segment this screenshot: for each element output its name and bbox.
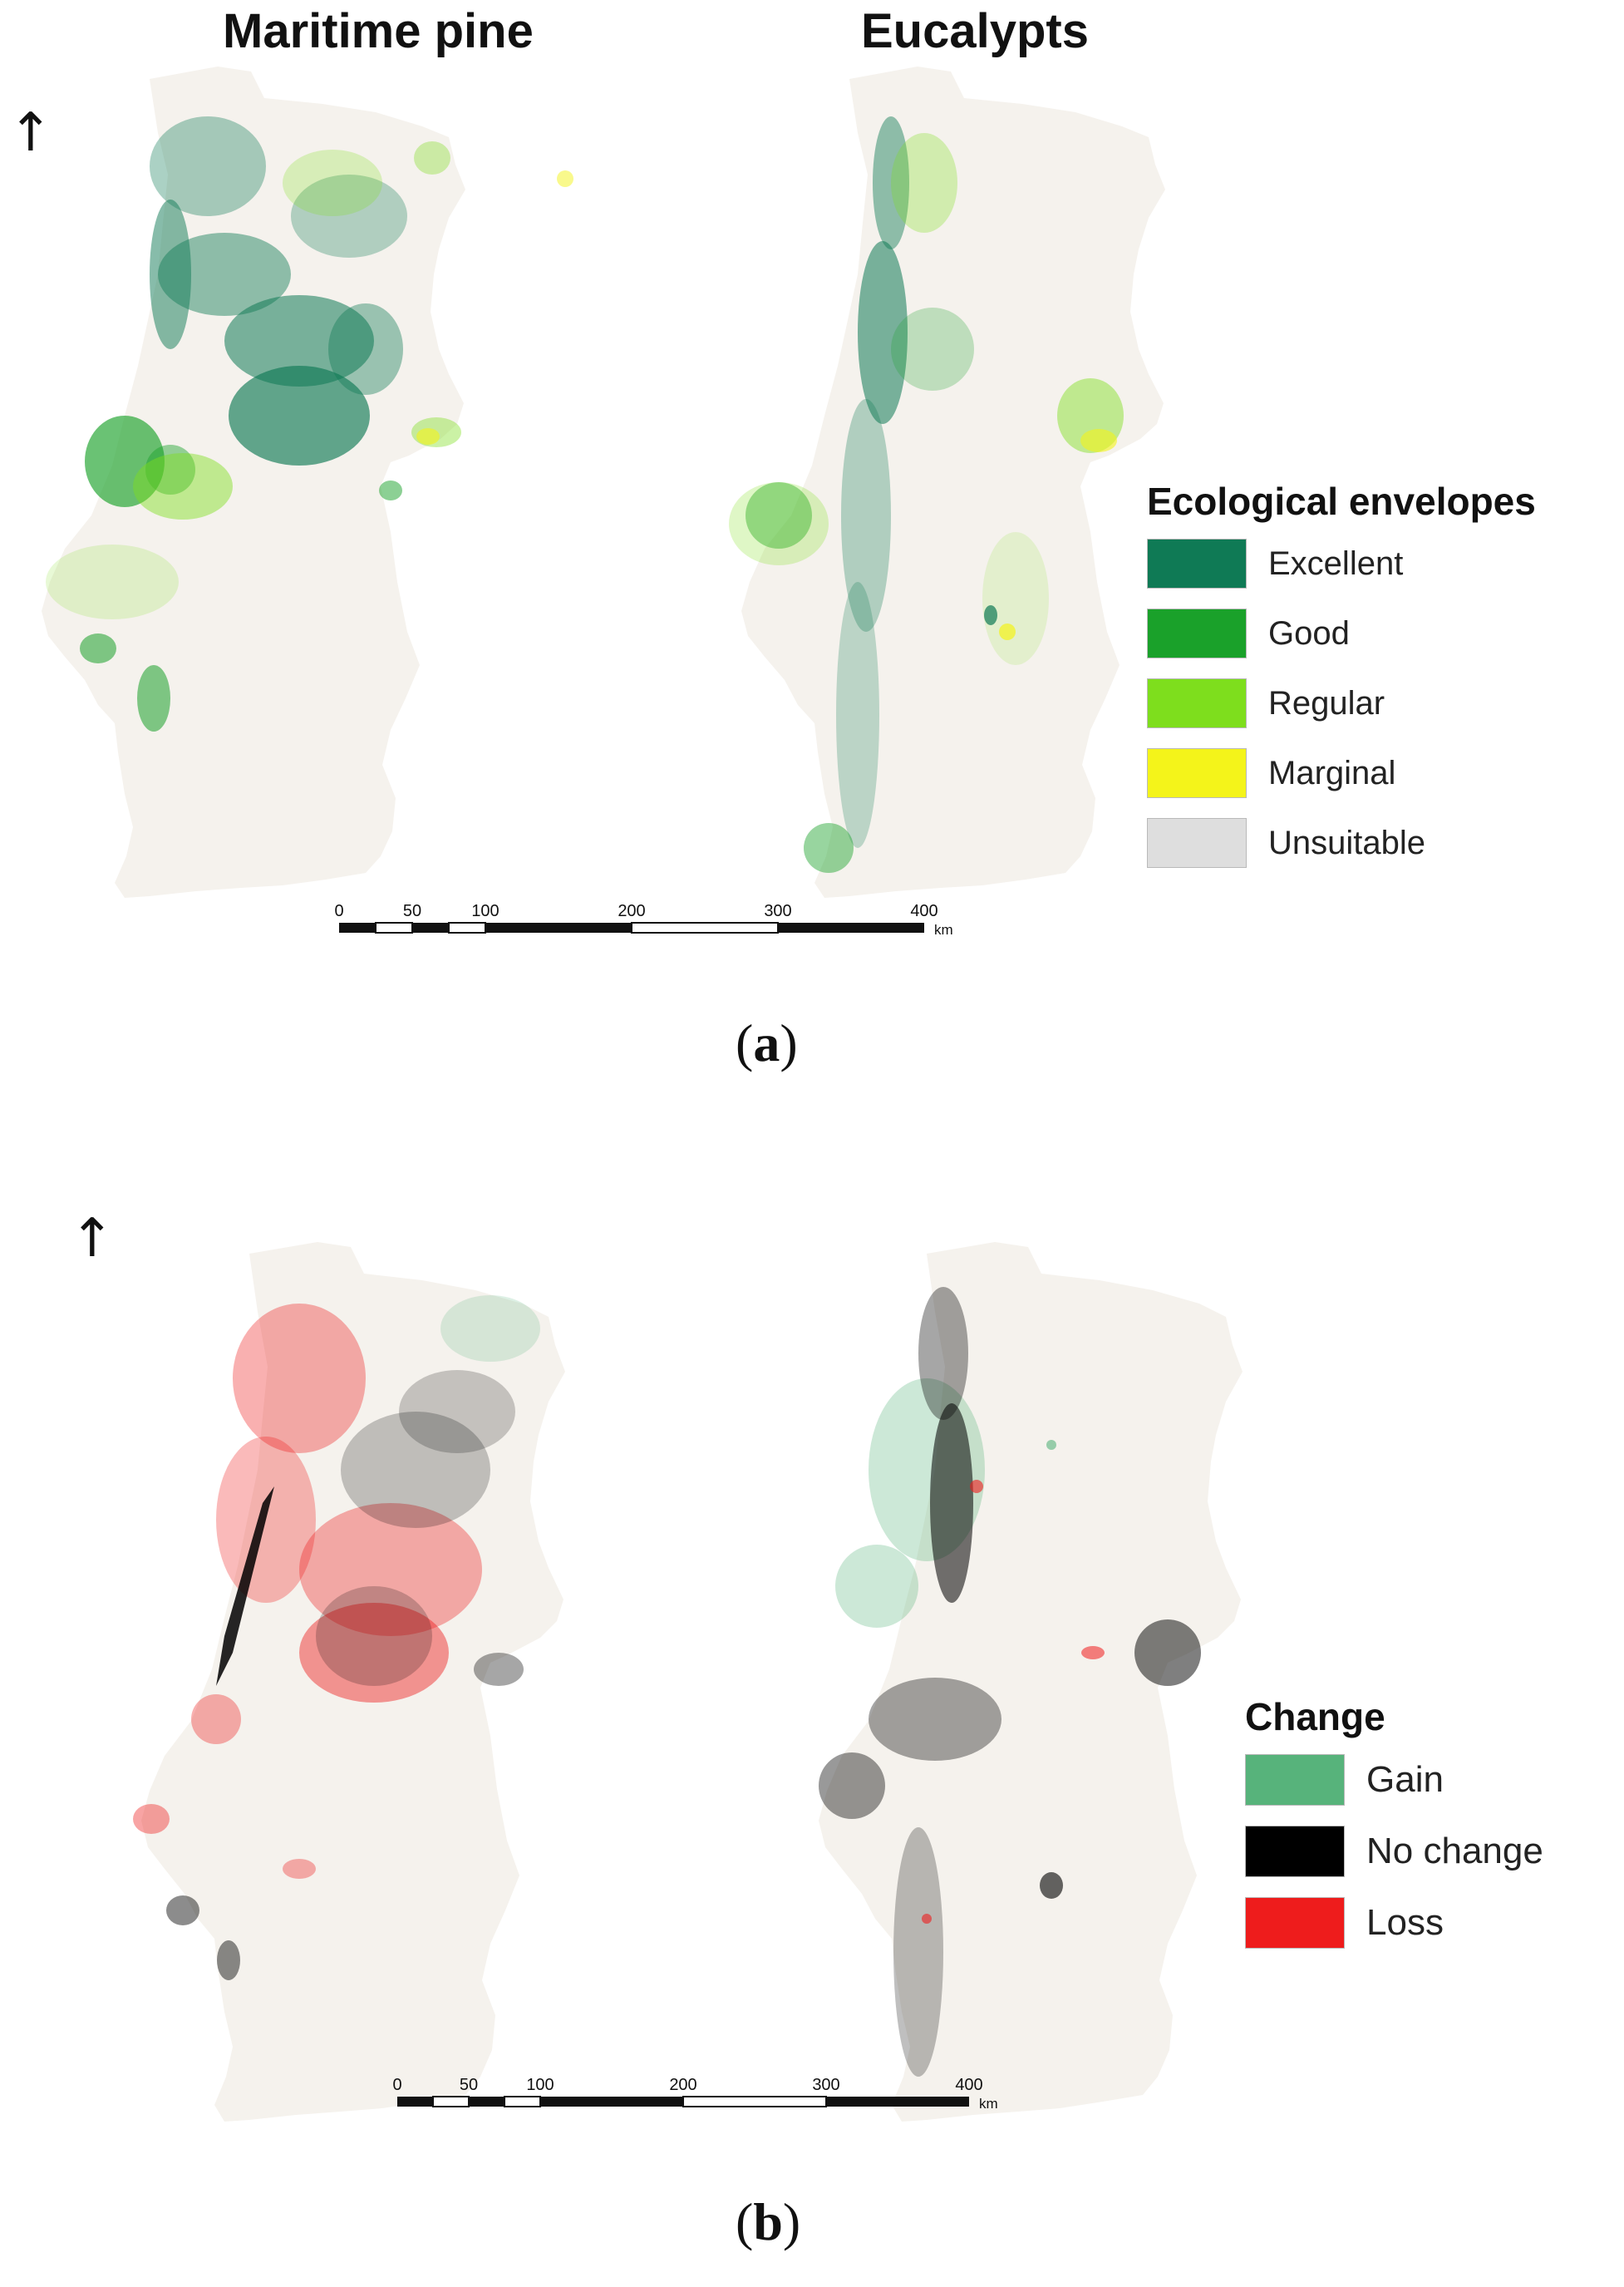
north-arrow-b-icon: ↑ [70,1208,115,1269]
scale-bar-b-tick: 0 [392,2076,401,2094]
eucalypts-change-pixels [819,1287,1201,2077]
scale-bar-a-tick: 300 [764,902,791,920]
legend-a-label: Regular [1268,684,1385,722]
panel-a-label: (a) [736,1013,798,1072]
panel-a-maps: 0 50 100 200 300 400 km [42,67,1165,938]
portugal-outline-eucalypts [741,67,1165,898]
maritime-pine-title: Maritime pine [223,4,534,58]
legend-a-swatch-good [1147,609,1247,658]
scale-bar-b-tick: 400 [955,2076,982,2094]
legend-a-label: Good [1268,614,1350,652]
legend-a-title: Ecological envelopes [1147,480,1536,523]
legend-a-swatch-excellent [1147,539,1247,589]
north-arrow-a-icon: ↑ [8,102,53,164]
legend-a-label: Unsuitable [1268,824,1426,861]
portugal-outline-pine-change [141,1242,565,2122]
legend-change: Change Gain No change Loss [1245,1694,1543,1969]
scale-bar-b-tick: 300 [812,2076,839,2094]
scale-bar-b: 0 50 100 200 300 400 km [392,2076,997,2112]
scale-bar-a-segment [375,922,413,934]
legend-b-title: Change [1245,1695,1385,1738]
scale-bar-b-tick: 200 [669,2076,696,2094]
legend-a-item: Unsuitable [1147,818,1536,868]
maritime-pine-suitability-pixels [46,116,573,732]
eucalypts-map [729,67,1165,898]
legend-a-label: Marginal [1268,754,1396,791]
legend-b-swatch-loss [1245,1897,1345,1949]
legend-b-label: No change [1366,1831,1543,1871]
scale-bar-a-segment [778,923,924,933]
scale-bar-a-tick: 400 [910,902,937,920]
panel-b-label: (b) [736,2192,801,2251]
scale-bar-a-segment [412,923,449,933]
scale-bar-a-segment [485,923,632,933]
legend-a-swatch-marginal [1147,748,1247,798]
scale-bar-a-segment [339,923,376,933]
scale-bar-a-segment [448,922,486,934]
panel-b-letter: b [753,2192,783,2251]
scale-bar-b-segment [540,2097,683,2107]
legend-b-swatch-gain [1245,1754,1345,1806]
legend-a-label: Excellent [1268,545,1404,582]
scale-bar-b-segment [469,2097,504,2107]
scale-bar-a: 0 50 100 200 300 400 km [334,902,952,938]
legend-b-item: Loss [1245,1897,1543,1949]
scale-bar-a-unit: km [934,922,953,938]
scale-bar-b-segment [826,2097,969,2107]
legend-b-label: Loss [1366,1902,1444,1943]
legend-a-swatch-unsuitable [1147,818,1247,868]
legend-a-item: Excellent [1147,539,1536,589]
scale-bar-b-segment [504,2096,541,2107]
legend-a-swatch-regular [1147,678,1247,728]
panel-a-letter: a [753,1013,780,1072]
maritime-pine-change-map [133,1242,565,2122]
legend-ecological-envelopes: Ecological envelopes Excellent Good Regu… [1147,479,1536,888]
scale-bar-a-tick: 100 [471,902,499,920]
legend-a-item: Regular [1147,678,1536,728]
pine-change-pixels [133,1295,540,1980]
maritime-pine-map [42,67,573,898]
legend-b-swatch-no-change [1245,1826,1345,1877]
scale-bar-a-tick: 0 [334,902,343,920]
eucalypts-title: Eucalypts [861,4,1089,58]
scale-bar-b-segment [397,2097,433,2107]
scale-bar-a-segment [631,922,779,934]
legend-b-label: Gain [1366,1759,1444,1800]
legend-b-item: Gain [1245,1754,1543,1806]
scale-bar-b-tick: 50 [460,2076,478,2094]
scale-bar-b-segment [682,2096,827,2107]
legend-a-item: Good [1147,609,1536,658]
panel-b-maps: 0 50 100 200 300 400 km [133,1242,1243,2122]
eucalypts-suitability-pixels [729,116,1124,873]
legend-b-item: No change [1245,1826,1543,1877]
portugal-outline-eucalypts-change [819,1242,1243,2122]
scale-bar-b-unit: km [979,2096,998,2112]
eucalypts-change-map [819,1242,1243,2122]
scale-bar-a-tick: 200 [618,902,645,920]
scale-bar-b-tick: 100 [526,2076,554,2094]
scale-bar-a-tick: 50 [403,902,421,920]
scale-bar-b-segment [432,2096,470,2107]
legend-a-item: Marginal [1147,748,1536,798]
